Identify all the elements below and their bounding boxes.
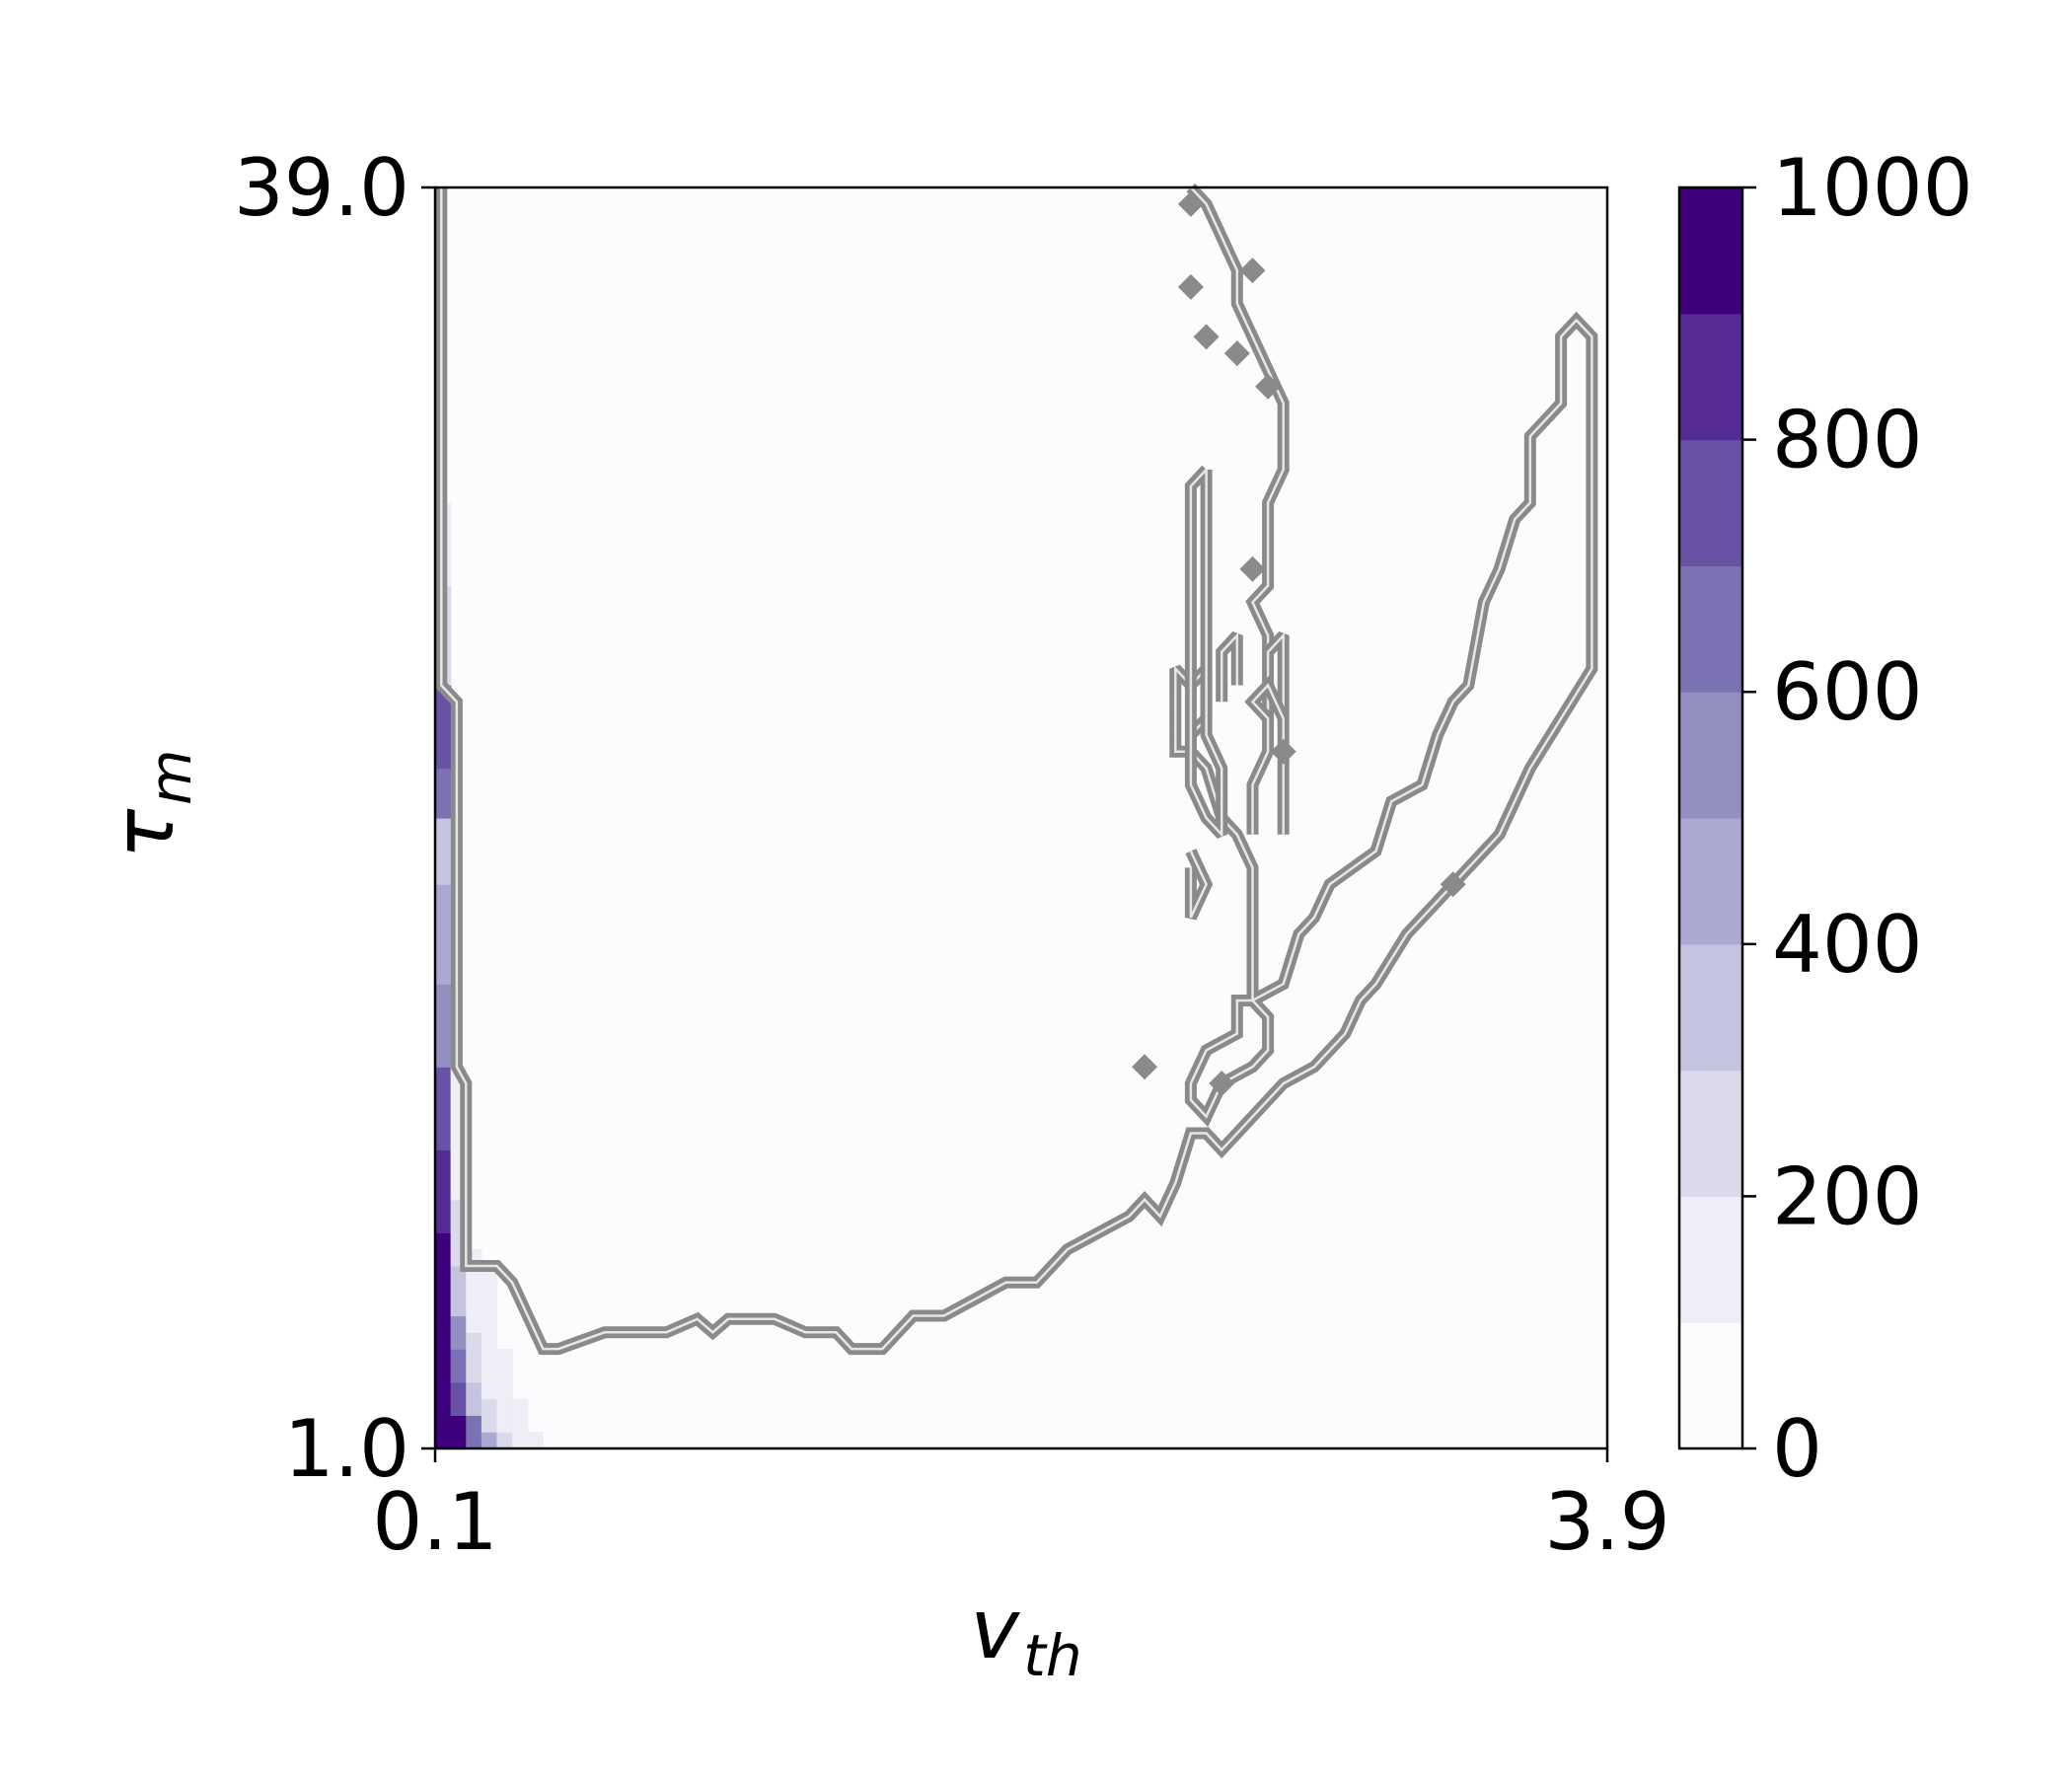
contour-line-6 — [1189, 851, 1208, 919]
x-axis-label-main: v — [970, 1581, 1020, 1677]
heat-cell-16 — [450, 1266, 467, 1317]
colorbar-band-4 — [1679, 818, 1742, 945]
contour-marker-10 — [1209, 1071, 1235, 1097]
heat-cell-1 — [435, 1315, 452, 1400]
heat-cell-4 — [435, 1067, 452, 1150]
contour-marker-1 — [1177, 273, 1204, 300]
plot-area — [433, 183, 1609, 1450]
contour-line-4 — [1189, 469, 1223, 838]
heat-cell-3 — [435, 1150, 452, 1233]
x-tick-label-1: 3.9 — [1544, 1476, 1669, 1568]
contour-line-3 — [1250, 683, 1285, 719]
colorbar-band-2 — [1679, 1070, 1742, 1197]
heat-cell-5 — [435, 984, 452, 1068]
colorbar-tick-label-5: 1000 — [1772, 142, 1973, 234]
heat-cell-8 — [435, 768, 452, 819]
x-tick-label-0: 0.1 — [372, 1476, 497, 1568]
y-axis-label: τm — [96, 749, 204, 858]
heat-cell-29 — [527, 1432, 545, 1449]
y-axis-label-sub: m — [137, 749, 204, 805]
heat-cell-27 — [496, 1349, 513, 1433]
x-axis: 0.1 3.9 vth — [372, 1448, 1670, 1689]
heat-cell-15 — [450, 1315, 467, 1350]
y-axis: 39.0 1.0 τm — [96, 142, 435, 1495]
contour-marker-5 — [1255, 373, 1282, 400]
heat-cell-6 — [435, 884, 452, 985]
plot-frame — [433, 185, 1609, 1450]
heat-cell-14 — [450, 1349, 467, 1383]
contour-marker-7 — [1270, 738, 1296, 765]
heat-cell-25 — [481, 1266, 498, 1400]
heat-cell-28 — [512, 1398, 529, 1449]
heat-cell-23 — [481, 1432, 498, 1449]
heat-cell-13 — [450, 1381, 467, 1416]
contour-marker-8 — [1440, 871, 1466, 898]
heat-cell-26 — [496, 1432, 513, 1449]
heat-cell-9 — [435, 685, 452, 770]
x-axis-label: vth — [970, 1581, 1081, 1689]
colorbar-tick-label-3: 600 — [1772, 646, 1923, 738]
colorbar-frame — [1677, 185, 1744, 1450]
colorbar-tick-label-4: 800 — [1772, 395, 1923, 486]
contour-marker-9 — [1132, 1054, 1158, 1080]
colorbar-band-0 — [1679, 1322, 1742, 1449]
colorbar-tick-label-1: 200 — [1772, 1150, 1923, 1242]
contour-line-5 — [1220, 631, 1239, 703]
heat-cell-12 — [450, 1415, 467, 1449]
y-tick-label-0: 39.0 — [234, 142, 409, 234]
colorbar-ticks: 0 200 400 600 800 1000 — [1742, 142, 1973, 1495]
contour-line-2 — [1267, 631, 1285, 835]
heat-cell-21 — [466, 1332, 482, 1383]
plot-background — [435, 187, 1607, 1448]
contour-marker-0 — [1177, 190, 1204, 217]
colorbar: 0 200 400 600 800 1000 — [1677, 142, 1973, 1495]
contour-marker-6 — [1239, 556, 1266, 582]
heat-cell-7 — [435, 818, 452, 885]
colorbar-tick-label-2: 400 — [1772, 899, 1923, 991]
contour-markers — [1132, 190, 1466, 1097]
x-axis-label-sub: th — [1023, 1622, 1082, 1689]
colorbar-band-1 — [1679, 1196, 1742, 1323]
contour-marker-2 — [1193, 324, 1220, 350]
colorbar-band-6 — [1679, 565, 1742, 693]
colorbar-band-3 — [1679, 943, 1742, 1072]
contour-marker-3 — [1239, 258, 1266, 284]
y-axis-label-main: τ — [96, 809, 192, 859]
colorbar-band-8 — [1679, 313, 1742, 441]
heat-cell-2 — [435, 1232, 452, 1317]
contour-marker-4 — [1223, 340, 1250, 367]
colorbar-band-9 — [1679, 187, 1742, 315]
colorbar-tick-label-0: 0 — [1772, 1403, 1822, 1495]
heat-cell-24 — [481, 1398, 498, 1433]
colorbar-band-7 — [1679, 439, 1742, 566]
colorbar-bands — [1679, 187, 1742, 1449]
y-tick-label-1: 1.0 — [284, 1403, 409, 1495]
colorbar-band-5 — [1679, 692, 1742, 819]
heat-cell-19 — [466, 1415, 482, 1449]
heat-cell-0 — [435, 1398, 452, 1449]
heat-cell-20 — [466, 1381, 482, 1416]
